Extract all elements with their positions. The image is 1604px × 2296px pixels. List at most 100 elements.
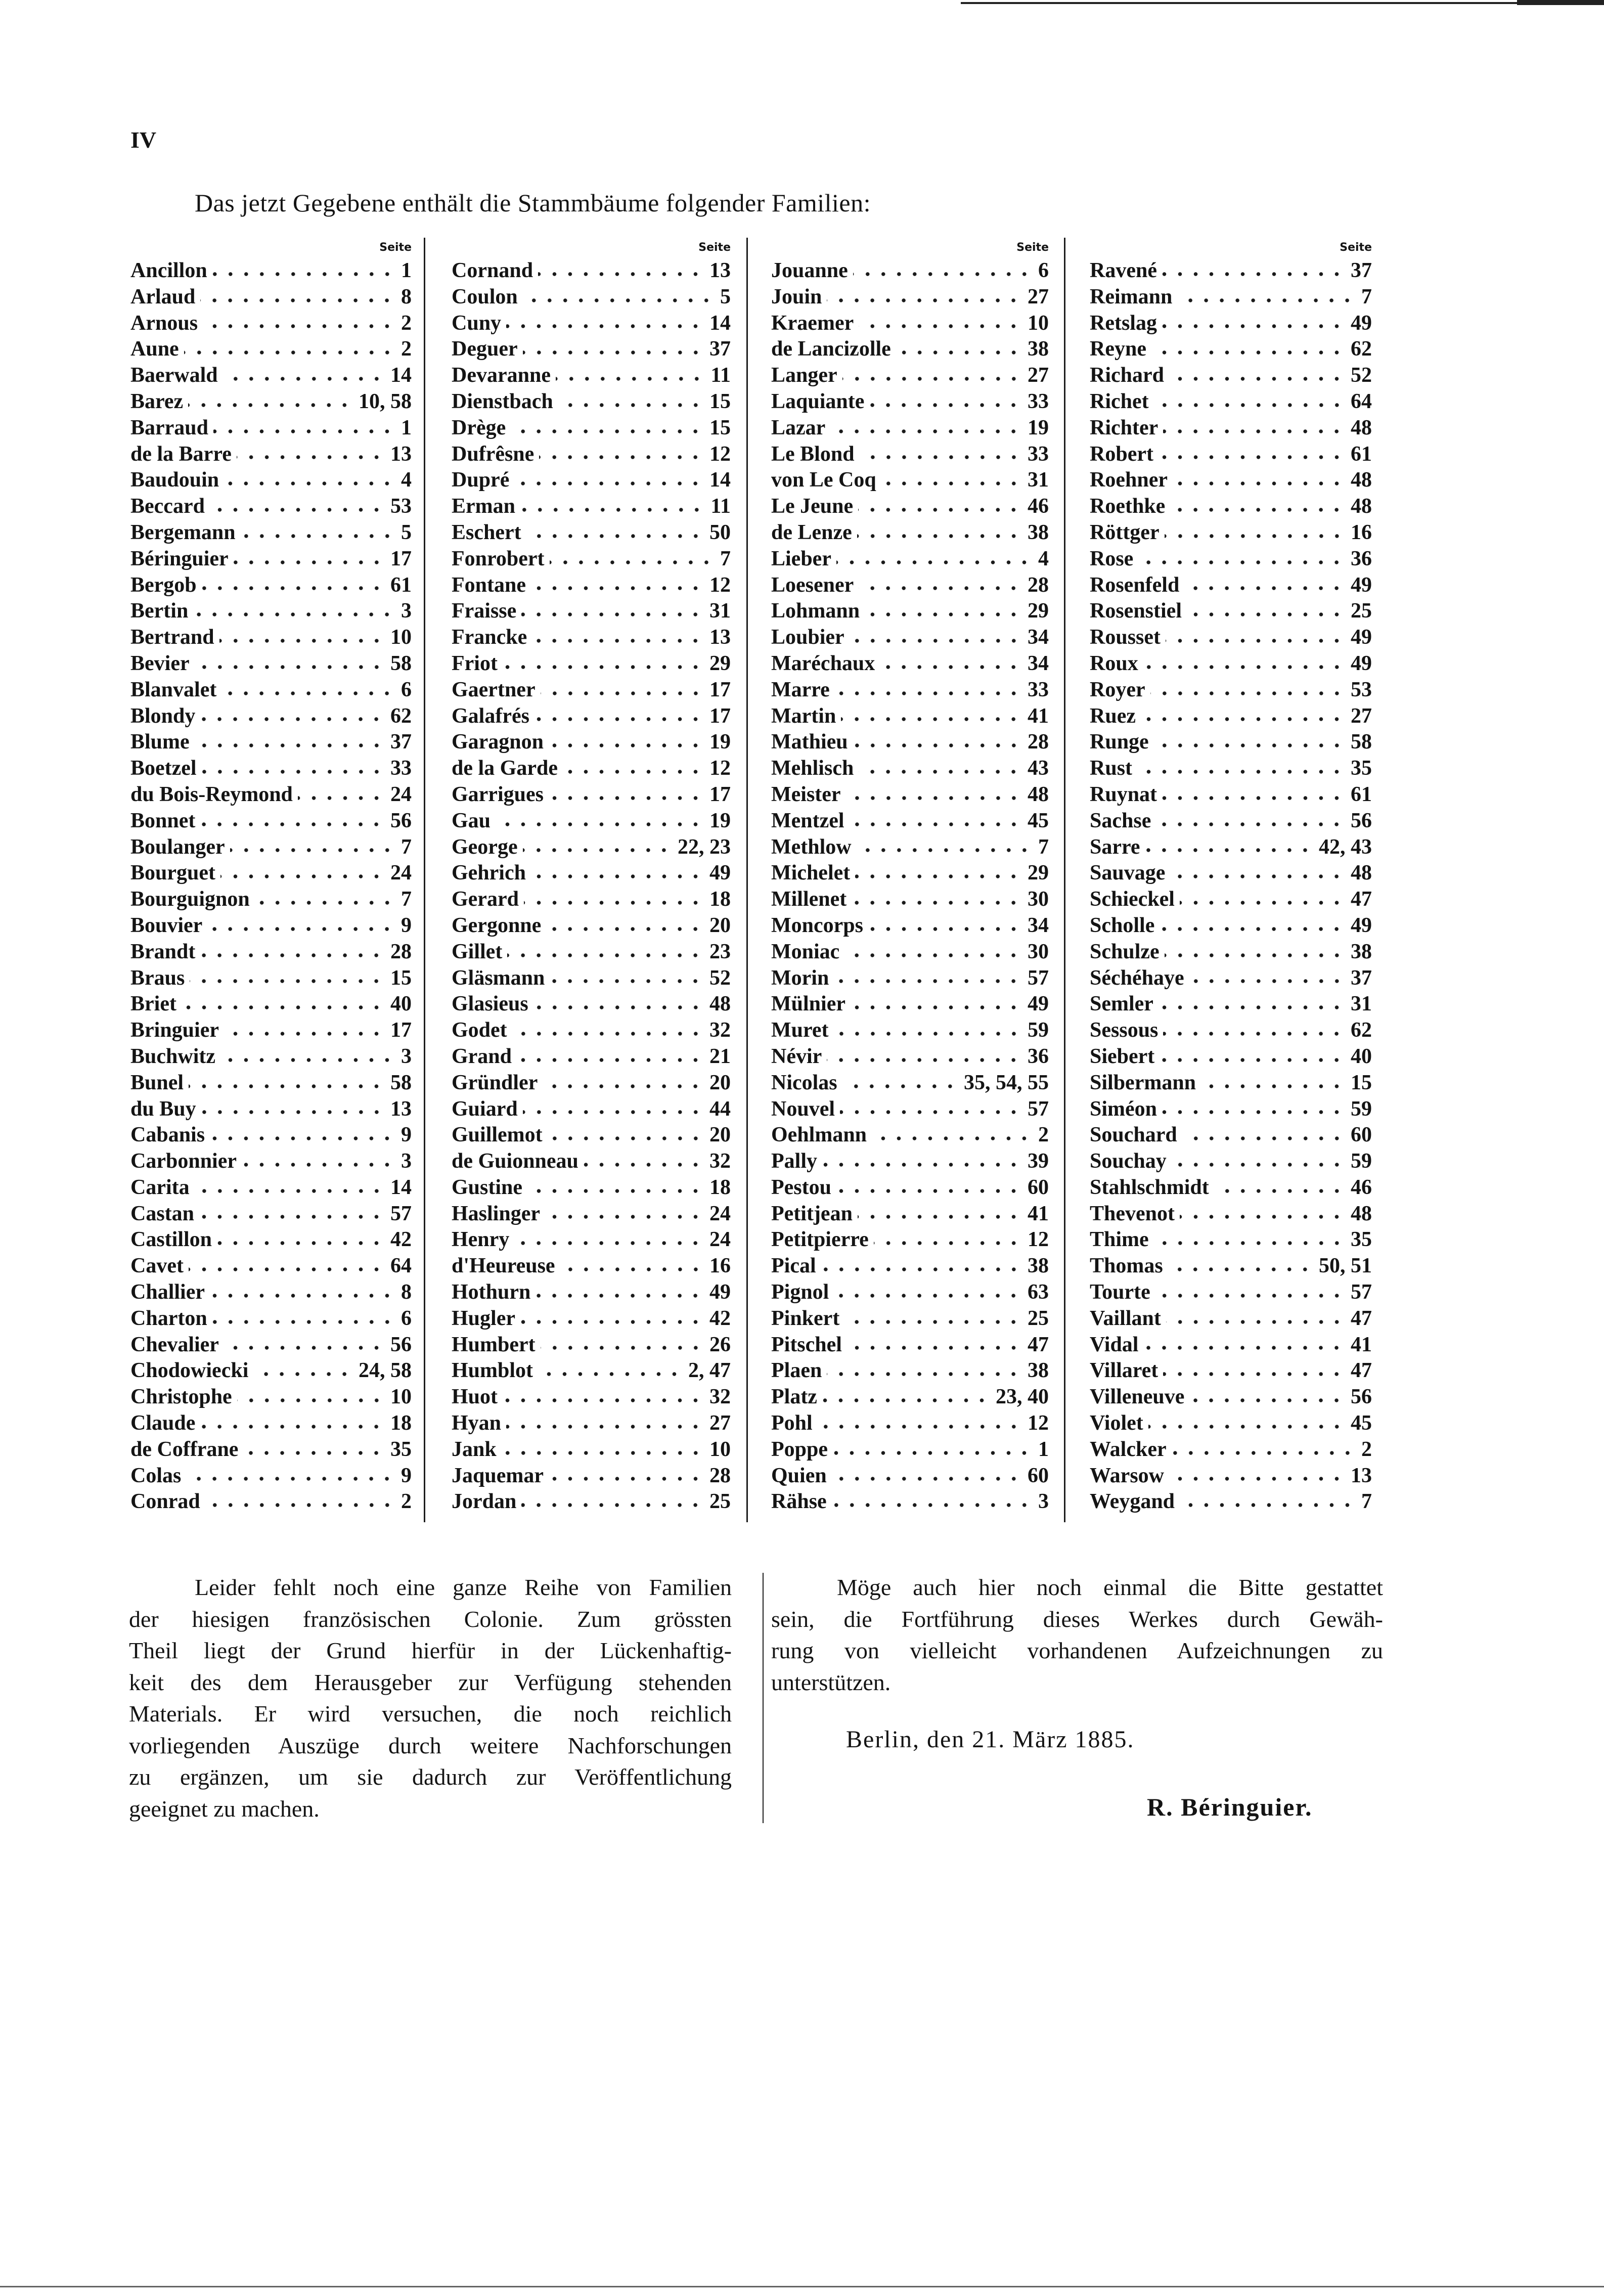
leader-dots bbox=[1189, 1384, 1347, 1411]
leader-dots bbox=[1137, 756, 1347, 782]
family-name: Beccard bbox=[130, 495, 205, 518]
page-reference: 19 bbox=[1028, 416, 1049, 439]
index-entry: Coulon 5 bbox=[452, 284, 731, 311]
page-reference: 52 bbox=[1351, 364, 1372, 387]
leader-dots bbox=[194, 729, 386, 756]
page-reference: 4 bbox=[1038, 547, 1049, 570]
page-reference: 18 bbox=[709, 1175, 731, 1199]
family-name: Sachse bbox=[1090, 809, 1151, 832]
index-entry: Dienstbach 15 bbox=[452, 388, 731, 415]
index-entry: Thime 35 bbox=[1090, 1227, 1372, 1254]
page-reference: 10 bbox=[709, 1437, 731, 1461]
page-heading: Das jetzt Gegebene enthält die Stammbäum… bbox=[195, 189, 871, 217]
family-name: Petitpierre bbox=[771, 1228, 869, 1252]
bottom-edge-rule bbox=[0, 2286, 1604, 2287]
page-reference: 8 bbox=[401, 1281, 412, 1304]
leader-dots bbox=[1164, 519, 1347, 546]
leader-dots bbox=[522, 834, 674, 861]
leader-dots bbox=[506, 1410, 705, 1437]
index-entry: Fonrobert 7 bbox=[452, 546, 731, 572]
family-name: Thevenot bbox=[1090, 1202, 1175, 1225]
leader-dots bbox=[502, 650, 705, 677]
leader-dots bbox=[555, 363, 707, 389]
family-name: Pestou bbox=[771, 1175, 831, 1199]
text-line: sein, die Fortführung dieses Werkes durc… bbox=[771, 1606, 1383, 1632]
leader-dots bbox=[203, 310, 397, 337]
family-name: Blanvalet bbox=[130, 678, 217, 701]
leader-dots bbox=[549, 729, 705, 756]
family-name: Charton bbox=[130, 1306, 207, 1330]
family-name: Henry bbox=[452, 1228, 510, 1252]
leader-dots bbox=[190, 965, 386, 992]
page-reference: 33 bbox=[390, 757, 412, 780]
page-reference: 45 bbox=[1028, 809, 1049, 832]
family-name: Ancillon bbox=[130, 259, 207, 282]
family-name: Hothurn bbox=[452, 1281, 531, 1304]
family-name: Siebert bbox=[1090, 1044, 1155, 1068]
leader-dots bbox=[230, 834, 397, 861]
leader-dots bbox=[538, 1358, 684, 1385]
page-reference: 28 bbox=[1028, 730, 1049, 754]
family-name: Jouin bbox=[771, 285, 822, 308]
family-name: Millenet bbox=[771, 888, 847, 911]
page-reference: 15 bbox=[1351, 1071, 1372, 1094]
leader-dots bbox=[896, 336, 1023, 363]
page-reference: 42 bbox=[709, 1306, 731, 1330]
note-divider bbox=[763, 1573, 764, 1823]
page-reference: 2 bbox=[401, 337, 412, 361]
page-reference: 10 bbox=[390, 626, 412, 649]
family-name: von Le Coq bbox=[771, 468, 876, 492]
family-name: Cuny bbox=[452, 311, 502, 335]
index-entry: Hothurn 49 bbox=[452, 1279, 731, 1306]
index-entry: Colas 9 bbox=[130, 1463, 412, 1489]
page-reference: 58 bbox=[1351, 730, 1372, 754]
index-entry: Richet 64 bbox=[1090, 388, 1372, 415]
leader-dots bbox=[527, 1174, 705, 1201]
leader-dots bbox=[1214, 1174, 1347, 1201]
index-entry: Barez 10, 58 bbox=[130, 388, 412, 415]
page-reference: 49 bbox=[1351, 573, 1372, 597]
index-entry: Loesener 28 bbox=[771, 572, 1049, 599]
page-reference: 61 bbox=[390, 573, 412, 597]
family-name: Lohmann bbox=[771, 599, 860, 623]
page-reference: 64 bbox=[1351, 389, 1372, 413]
family-name: Reyne bbox=[1090, 337, 1146, 361]
page-reference: 23 bbox=[709, 940, 731, 963]
family-name: Gillet bbox=[452, 940, 503, 963]
family-name: Pohl bbox=[771, 1411, 813, 1435]
leader-dots bbox=[236, 441, 386, 468]
family-name: Garagnon bbox=[452, 730, 544, 754]
family-name: Sessous bbox=[1090, 1019, 1159, 1042]
page-reference: 19 bbox=[709, 809, 731, 832]
page-reference: 1 bbox=[401, 259, 412, 282]
index-entry: Cuny 14 bbox=[452, 310, 731, 337]
leader-dots bbox=[237, 1384, 386, 1411]
index-entry: Gergonne 20 bbox=[452, 912, 731, 939]
leader-dots bbox=[254, 887, 397, 913]
leader-dots bbox=[532, 625, 705, 651]
page-reference: 31 bbox=[709, 599, 731, 623]
family-name: Fonrobert bbox=[452, 547, 545, 570]
index-entry: Walcker 2 bbox=[1090, 1436, 1372, 1463]
index-entry: Bergob 61 bbox=[130, 572, 412, 599]
family-name: Névir bbox=[771, 1044, 822, 1068]
family-index-column-3: Seite Jouanne 6 Jouin 27 Kraemer 10 de Lancizol… bbox=[771, 238, 1049, 1516]
page-reference: 30 bbox=[1028, 888, 1049, 911]
family-name: Rähse bbox=[771, 1490, 827, 1514]
page-reference: 27 bbox=[1028, 364, 1049, 387]
family-name: Semler bbox=[1090, 992, 1153, 1016]
family-name: Conrad bbox=[130, 1490, 200, 1514]
family-name: Souchard bbox=[1090, 1123, 1177, 1147]
page-reference: 13 bbox=[390, 1097, 412, 1121]
index-entry: Fontane 12 bbox=[452, 572, 731, 599]
index-entry: Mathieu 28 bbox=[771, 729, 1049, 756]
index-entry: Petitjean 41 bbox=[771, 1201, 1049, 1227]
index-entry: Chodowiecki 24, 58 bbox=[130, 1358, 412, 1385]
family-name: Gerard bbox=[452, 888, 519, 911]
page-reference: 6 bbox=[401, 1306, 412, 1330]
page-reference: 60 bbox=[1028, 1175, 1049, 1199]
leader-dots bbox=[827, 1358, 1023, 1385]
index-entry: Sauvage 48 bbox=[1090, 860, 1372, 887]
index-entry: du Buy 13 bbox=[130, 1096, 412, 1123]
family-name: Vidal bbox=[1090, 1333, 1139, 1356]
